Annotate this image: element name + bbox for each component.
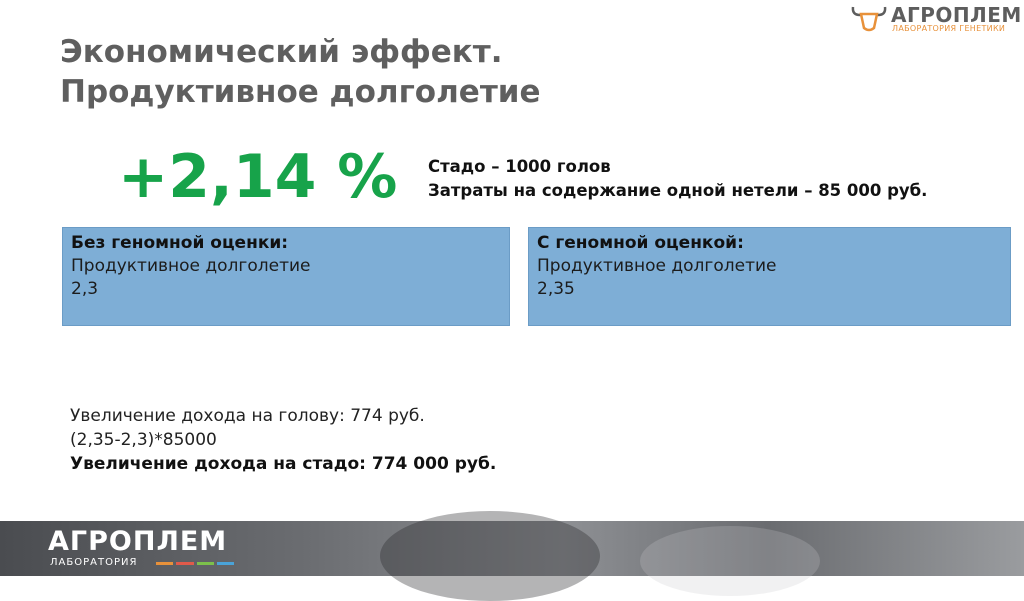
accent-bar <box>196 562 214 565</box>
brand-name: АГРОПЛЕМ <box>891 3 1022 27</box>
accent-bar <box>216 562 234 565</box>
footer-decoration <box>380 511 600 601</box>
percent-highlight: +2,14 % <box>118 142 398 212</box>
header-logo: АГРОПЛЕМ ЛАБОРАТОРИЯ ГЕНЕТИКИ <box>850 3 1022 33</box>
box-heading: С геномной оценкой: <box>537 233 744 253</box>
box-value: 2,3 <box>71 279 99 299</box>
facts-block: Стадо – 1000 голов Затраты на содержание… <box>428 155 927 203</box>
title-line-1: Экономический эффект. <box>60 34 503 70</box>
herd-size-text: Стадо – 1000 голов <box>428 157 611 176</box>
box-heading: Без геномной оценки: <box>71 233 289 253</box>
heifer-cost-text: Затраты на содержание одной нетели – 85 … <box>428 181 928 200</box>
per-herd-income: Увеличение дохода на стадо: 774 000 руб. <box>70 454 497 474</box>
formula: (2,35-2,3)*85000 <box>70 430 217 450</box>
box-value: 2,35 <box>537 279 575 299</box>
accent-bar <box>156 562 174 565</box>
without-genomic-box: Без геномной оценки: Продуктивное долгол… <box>62 227 510 326</box>
footer-decoration <box>640 526 820 596</box>
footer-banner: АГРОПЛЕМ ЛАБОРАТОРИЯ <box>0 511 1024 601</box>
bull-head-icon <box>851 6 887 32</box>
accent-bar <box>176 562 194 565</box>
footer-brand-name: АГРОПЛЕМ <box>48 526 228 557</box>
per-head-income: Увеличение дохода на голову: 774 руб. <box>70 406 425 426</box>
box-label: Продуктивное долголетие <box>537 256 777 276</box>
box-label: Продуктивное долголетие <box>71 256 311 276</box>
title-line-2: Продуктивное долголетие <box>60 74 541 110</box>
brand-subtitle: ЛАБОРАТОРИЯ ГЕНЕТИКИ <box>892 24 1006 33</box>
with-genomic-box: С геномной оценкой: Продуктивное долголе… <box>528 227 1011 326</box>
page-title: Экономический эффект. Продуктивное долго… <box>60 32 541 112</box>
footer-brand-subtitle: ЛАБОРАТОРИЯ <box>50 557 138 568</box>
calculation-block: Увеличение дохода на голову: 774 руб. (2… <box>70 404 496 476</box>
footer-accent-bars <box>156 562 234 565</box>
